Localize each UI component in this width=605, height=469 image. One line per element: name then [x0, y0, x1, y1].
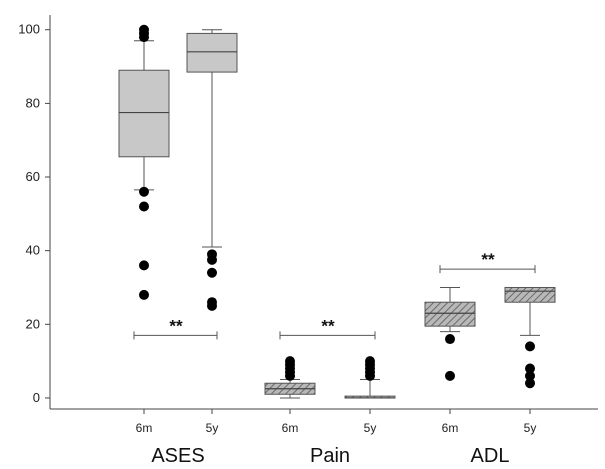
- box-adl-5y: [504, 286, 556, 389]
- outlier-point: [525, 363, 535, 374]
- box-ases-5y: [186, 29, 238, 311]
- significance-label: **: [321, 316, 335, 335]
- boxes-layer: [118, 24, 556, 399]
- y-tick-label: 20: [26, 316, 40, 331]
- outlier-point: [207, 300, 217, 311]
- axes: 0 20 40 60 80 100: [18, 15, 598, 414]
- category-label-6m: 6m: [282, 421, 299, 435]
- category-label-5y: 5y: [206, 421, 219, 435]
- outlier-point: [365, 356, 375, 367]
- significance-pain: **: [279, 316, 376, 340]
- y-tick-label: 80: [26, 95, 40, 110]
- box-pain-6m: [264, 356, 316, 399]
- significance-ases: **: [133, 316, 218, 340]
- outlier-point: [207, 254, 217, 265]
- outlier-point: [139, 201, 149, 212]
- category-label-6m: 6m: [136, 421, 153, 435]
- outlier-point: [525, 378, 535, 389]
- box-iqr: [504, 286, 556, 303]
- significance-label: **: [481, 250, 495, 269]
- group-label-pain: Pain: [310, 445, 350, 467]
- box-ases-6m: [118, 24, 170, 300]
- outlier-point: [139, 260, 149, 271]
- box-pain-5y: [344, 356, 396, 399]
- y-tick-label: 40: [26, 243, 40, 258]
- outlier-point: [285, 356, 295, 367]
- outlier-point: [525, 341, 535, 352]
- significance-adl: **: [439, 250, 536, 274]
- outlier-point: [139, 186, 149, 197]
- category-label-5y: 5y: [524, 421, 537, 435]
- y-tick-label: 0: [33, 390, 40, 405]
- outlier-point: [445, 334, 455, 345]
- box-iqr: [118, 69, 170, 158]
- y-tick-label: 100: [18, 22, 40, 37]
- group-label-ases: ASES: [151, 445, 204, 467]
- outlier-point: [139, 289, 149, 300]
- box-adl-6m: [424, 286, 476, 381]
- group-label-adl: ADL: [471, 445, 510, 467]
- box-iqr: [186, 32, 238, 73]
- box-iqr: [424, 301, 476, 327]
- outlier-point: [525, 370, 535, 381]
- outlier-point: [139, 24, 149, 35]
- outlier-point: [445, 370, 455, 381]
- significance-layer: ** ** **: [133, 250, 536, 340]
- y-tick-label: 60: [26, 169, 40, 184]
- category-label-5y: 5y: [364, 421, 377, 435]
- outlier-point: [207, 267, 217, 278]
- category-label-6m: 6m: [442, 421, 459, 435]
- significance-label: **: [169, 316, 183, 335]
